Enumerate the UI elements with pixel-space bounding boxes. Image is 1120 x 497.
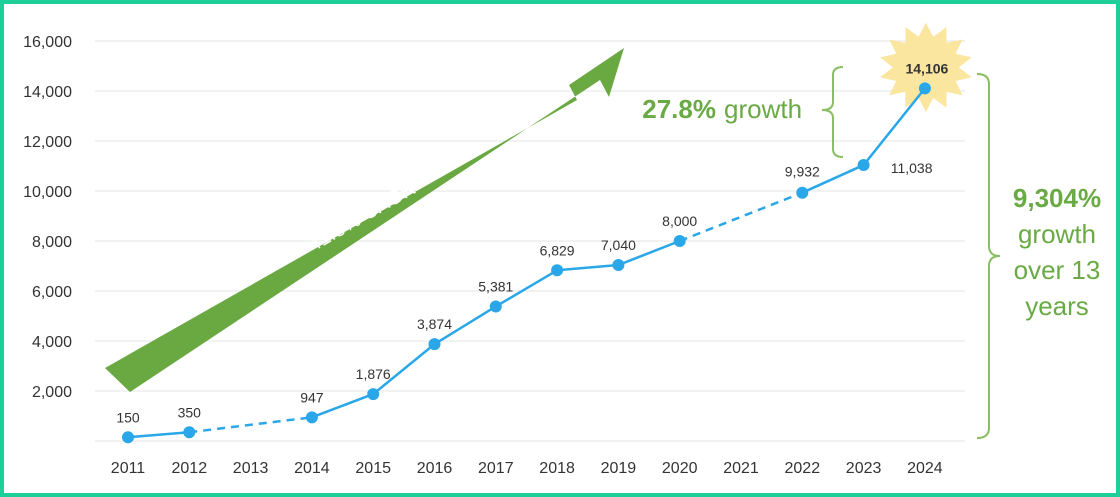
series-line-segment [311,392,374,419]
y-tick-label: 8,000 [32,234,72,251]
data-label: 5,381 [478,278,513,294]
x-tick-label: 2017 [478,460,514,477]
data-point [428,338,441,351]
x-tick-label: 2024 [907,460,943,477]
data-label: 9,932 [785,164,820,180]
data-label: 350 [178,404,202,420]
x-tick-label: 2013 [233,460,269,477]
y-tick-label: 6,000 [32,284,72,301]
data-label: 150 [116,409,140,425]
recent-growth-word: growth [724,94,802,124]
x-tick-label: 2020 [662,460,698,477]
total-growth-percent: 9,304% [1013,183,1101,213]
data-point [489,300,502,313]
y-tick-label: 10,000 [23,184,72,201]
series-line-segment [862,87,926,166]
y-tick-label: 16,000 [23,34,72,51]
x-tick-label: 2018 [539,460,575,477]
y-tick-label: 2,000 [32,384,72,401]
x-tick-label: 2016 [417,460,453,477]
cagr-arrow-label: 41.8% CAGR [305,177,420,256]
recent-growth-percent: 27.8% [642,94,716,124]
x-tick-label: 2019 [601,460,637,477]
series-line-segment [556,263,619,272]
x-tick-label: 2023 [846,460,882,477]
total-growth-bracket [976,73,1001,439]
data-label: 8,000 [662,213,697,229]
data-point [305,411,318,424]
data-label: 1,876 [356,366,391,382]
data-point [122,431,134,444]
data-label: 947 [300,389,324,405]
y-tick-label: 12,000 [23,134,72,151]
total-growth-line-3: over 13 [1014,255,1101,285]
series-line-segment [189,416,313,434]
series-line-segment [372,343,436,396]
data-point [367,388,380,401]
series-line-segment [801,163,865,194]
series-line-segment [495,269,558,308]
x-tick-label: 2015 [355,460,391,477]
data-label: 6,829 [540,242,575,258]
recent-growth-bracket [821,66,844,158]
series-line-segment [433,305,497,346]
x-tick-label: 2011 [111,460,146,477]
data-label: 14,106 [905,60,948,76]
data-point [183,426,196,439]
data-point [551,264,564,277]
y-tick-label: 14,000 [23,84,72,101]
data-point [612,259,625,271]
total-growth-line-2: growth [1018,219,1096,249]
total-growth-line-4: years [1025,291,1089,321]
x-tick-label: 2012 [172,460,208,477]
x-tick-label: 2022 [785,460,821,477]
series-line-segment [127,431,190,439]
series-line-segment [617,239,681,267]
data-point [857,159,870,172]
data-point [918,82,931,95]
cagr-arrow [105,48,624,392]
highlight-starburst [880,22,972,113]
data-label: 11,038 [891,160,933,176]
x-tick-label: 2021 [723,460,759,477]
data-label: 7,040 [601,237,636,253]
y-tick-label: 4,000 [32,334,72,351]
data-point [673,235,686,247]
series-line-segment [679,191,803,243]
data-point [796,186,809,199]
x-tick-label: 2014 [294,460,330,477]
data-label: 3,874 [417,316,452,332]
